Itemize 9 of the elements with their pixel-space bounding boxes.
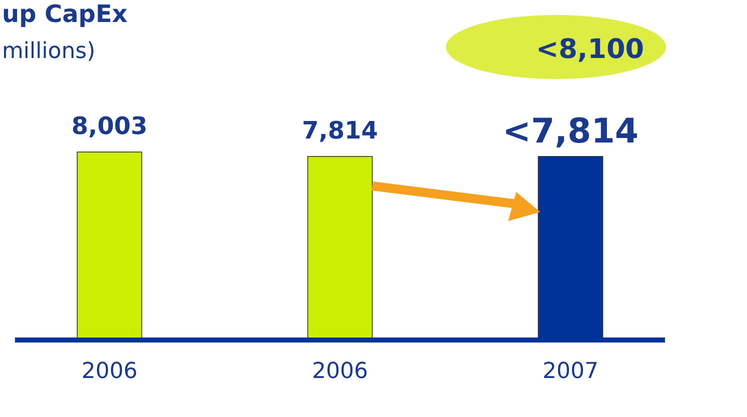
chart-title: up CapEx <box>2 0 128 28</box>
text: <8,100 <box>536 34 644 65</box>
data-label: <7,814 <box>502 111 639 152</box>
data-label: 7,814 <box>302 116 378 144</box>
x-tick-label: 2006 <box>81 359 138 384</box>
x-tick-label: 2006 <box>312 359 368 384</box>
data-label: 8,003 <box>72 112 148 140</box>
x-tick-label: 2007 <box>542 359 599 384</box>
chart-subtitle: millions) <box>2 39 96 64</box>
